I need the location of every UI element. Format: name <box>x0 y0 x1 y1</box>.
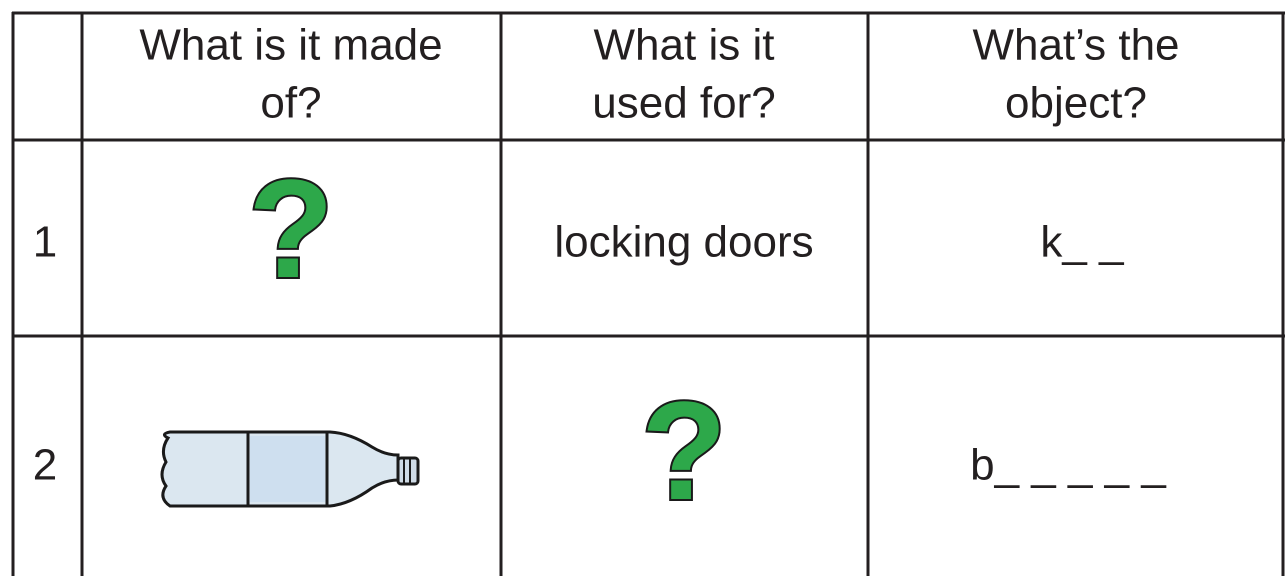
table-cell: locking doors <box>554 218 813 267</box>
header-cell: of? <box>260 79 321 128</box>
header-cell: object? <box>1005 79 1147 128</box>
question-mark: ? <box>248 150 334 307</box>
answer-blank: b_ _ _ _ _ <box>970 441 1166 490</box>
table-grid <box>11 11 1285 576</box>
header-cell: What’s the <box>972 21 1179 70</box>
header-cell: What is it made <box>139 21 442 70</box>
answer-blank: k_ _ <box>1040 218 1124 267</box>
header-cell: What is it <box>594 21 775 70</box>
question-mark: ? <box>641 372 727 529</box>
bottle-image <box>160 430 420 508</box>
row-number: 2 <box>33 441 57 490</box>
header-cell: used for? <box>592 79 775 128</box>
row-number: 1 <box>33 218 57 267</box>
